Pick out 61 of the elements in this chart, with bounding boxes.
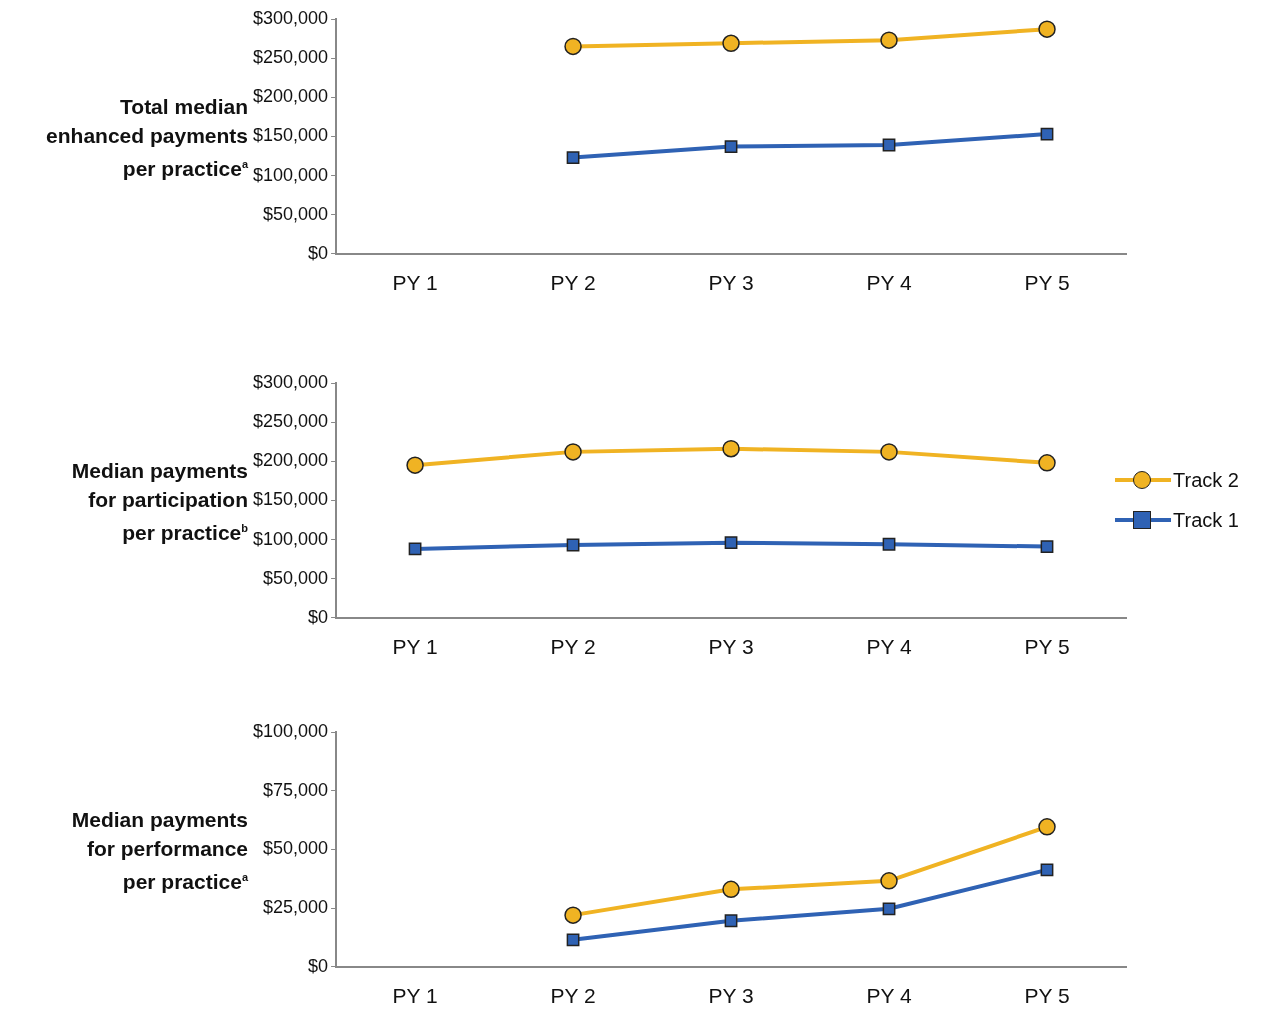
point <box>1038 454 1056 472</box>
y-tick-label: $200,000 <box>253 450 329 471</box>
point <box>1040 540 1054 553</box>
x-tick-label: PY 3 <box>708 984 754 1008</box>
point <box>882 537 896 551</box>
x-tick-label: PY 5 <box>1024 635 1070 659</box>
point <box>1038 20 1056 38</box>
y-tick-label: $0 <box>308 606 329 627</box>
y-tick-label: $300,000 <box>253 371 329 392</box>
y-tick-label: $250,000 <box>253 411 329 432</box>
y-tick-label: $100,000 <box>253 720 329 741</box>
y-tick-label: $250,000 <box>253 47 329 68</box>
point <box>564 443 582 461</box>
point <box>880 872 898 890</box>
y-axis-title: Median payments for performance per practice$^{a}$ <box>70 807 248 895</box>
y-tick-label: $150,000 <box>253 125 329 146</box>
point <box>1038 818 1056 836</box>
x-tick-label: PY 3 <box>708 271 754 295</box>
point <box>724 140 738 153</box>
y-tick-label: $75,000 <box>263 779 329 800</box>
x-tick-label: PY 2 <box>550 635 596 659</box>
x-tick-label: PY 4 <box>866 984 912 1008</box>
legend-label: Track 1 <box>1173 508 1239 532</box>
x-tick-label: PY 1 <box>392 635 438 659</box>
y-tick-label: $50,000 <box>263 838 329 859</box>
x-tick-label: PY 5 <box>1024 271 1070 295</box>
point <box>724 536 738 550</box>
y-tick-label: $100,000 <box>253 164 329 185</box>
y-tick-label: $50,000 <box>263 203 329 224</box>
point <box>564 37 582 56</box>
y-tick-label: $25,000 <box>263 897 329 918</box>
y-tick-label: $0 <box>308 242 329 263</box>
x-tick-label: PY 4 <box>866 635 912 659</box>
point <box>880 31 898 49</box>
point <box>880 443 898 461</box>
point <box>722 34 740 53</box>
x-tick-label: PY 2 <box>550 984 596 1008</box>
point <box>724 914 738 928</box>
point <box>722 880 740 899</box>
point <box>1040 863 1054 877</box>
x-tick-label: PY 2 <box>550 271 596 295</box>
point <box>564 906 582 924</box>
point <box>406 456 424 474</box>
y-axis-title: Median payments for participation per practice$^{b}$ <box>70 458 248 546</box>
y-tick-label: $150,000 <box>253 489 329 510</box>
y-tick-label: $100,000 <box>253 528 329 549</box>
point <box>722 439 740 458</box>
y-tick-label: $200,000 <box>253 86 329 107</box>
y-axis-title: Total median enhanced payments per practice$^{a}$ <box>45 94 248 182</box>
x-tick-label: PY 4 <box>866 271 912 295</box>
x-tick-label: PY 1 <box>392 271 438 295</box>
y-tick-label: $0 <box>308 955 329 976</box>
x-tick-label: PY 1 <box>392 984 438 1008</box>
point <box>882 902 896 916</box>
point <box>566 151 580 164</box>
x-tick-label: PY 3 <box>708 635 754 659</box>
x-tick-label: PY 5 <box>1024 984 1070 1008</box>
y-tick-label: $300,000 <box>253 7 329 28</box>
legend-label: Track 2 <box>1173 468 1239 492</box>
y-tick-label: $50,000 <box>263 567 329 588</box>
point <box>566 933 580 947</box>
